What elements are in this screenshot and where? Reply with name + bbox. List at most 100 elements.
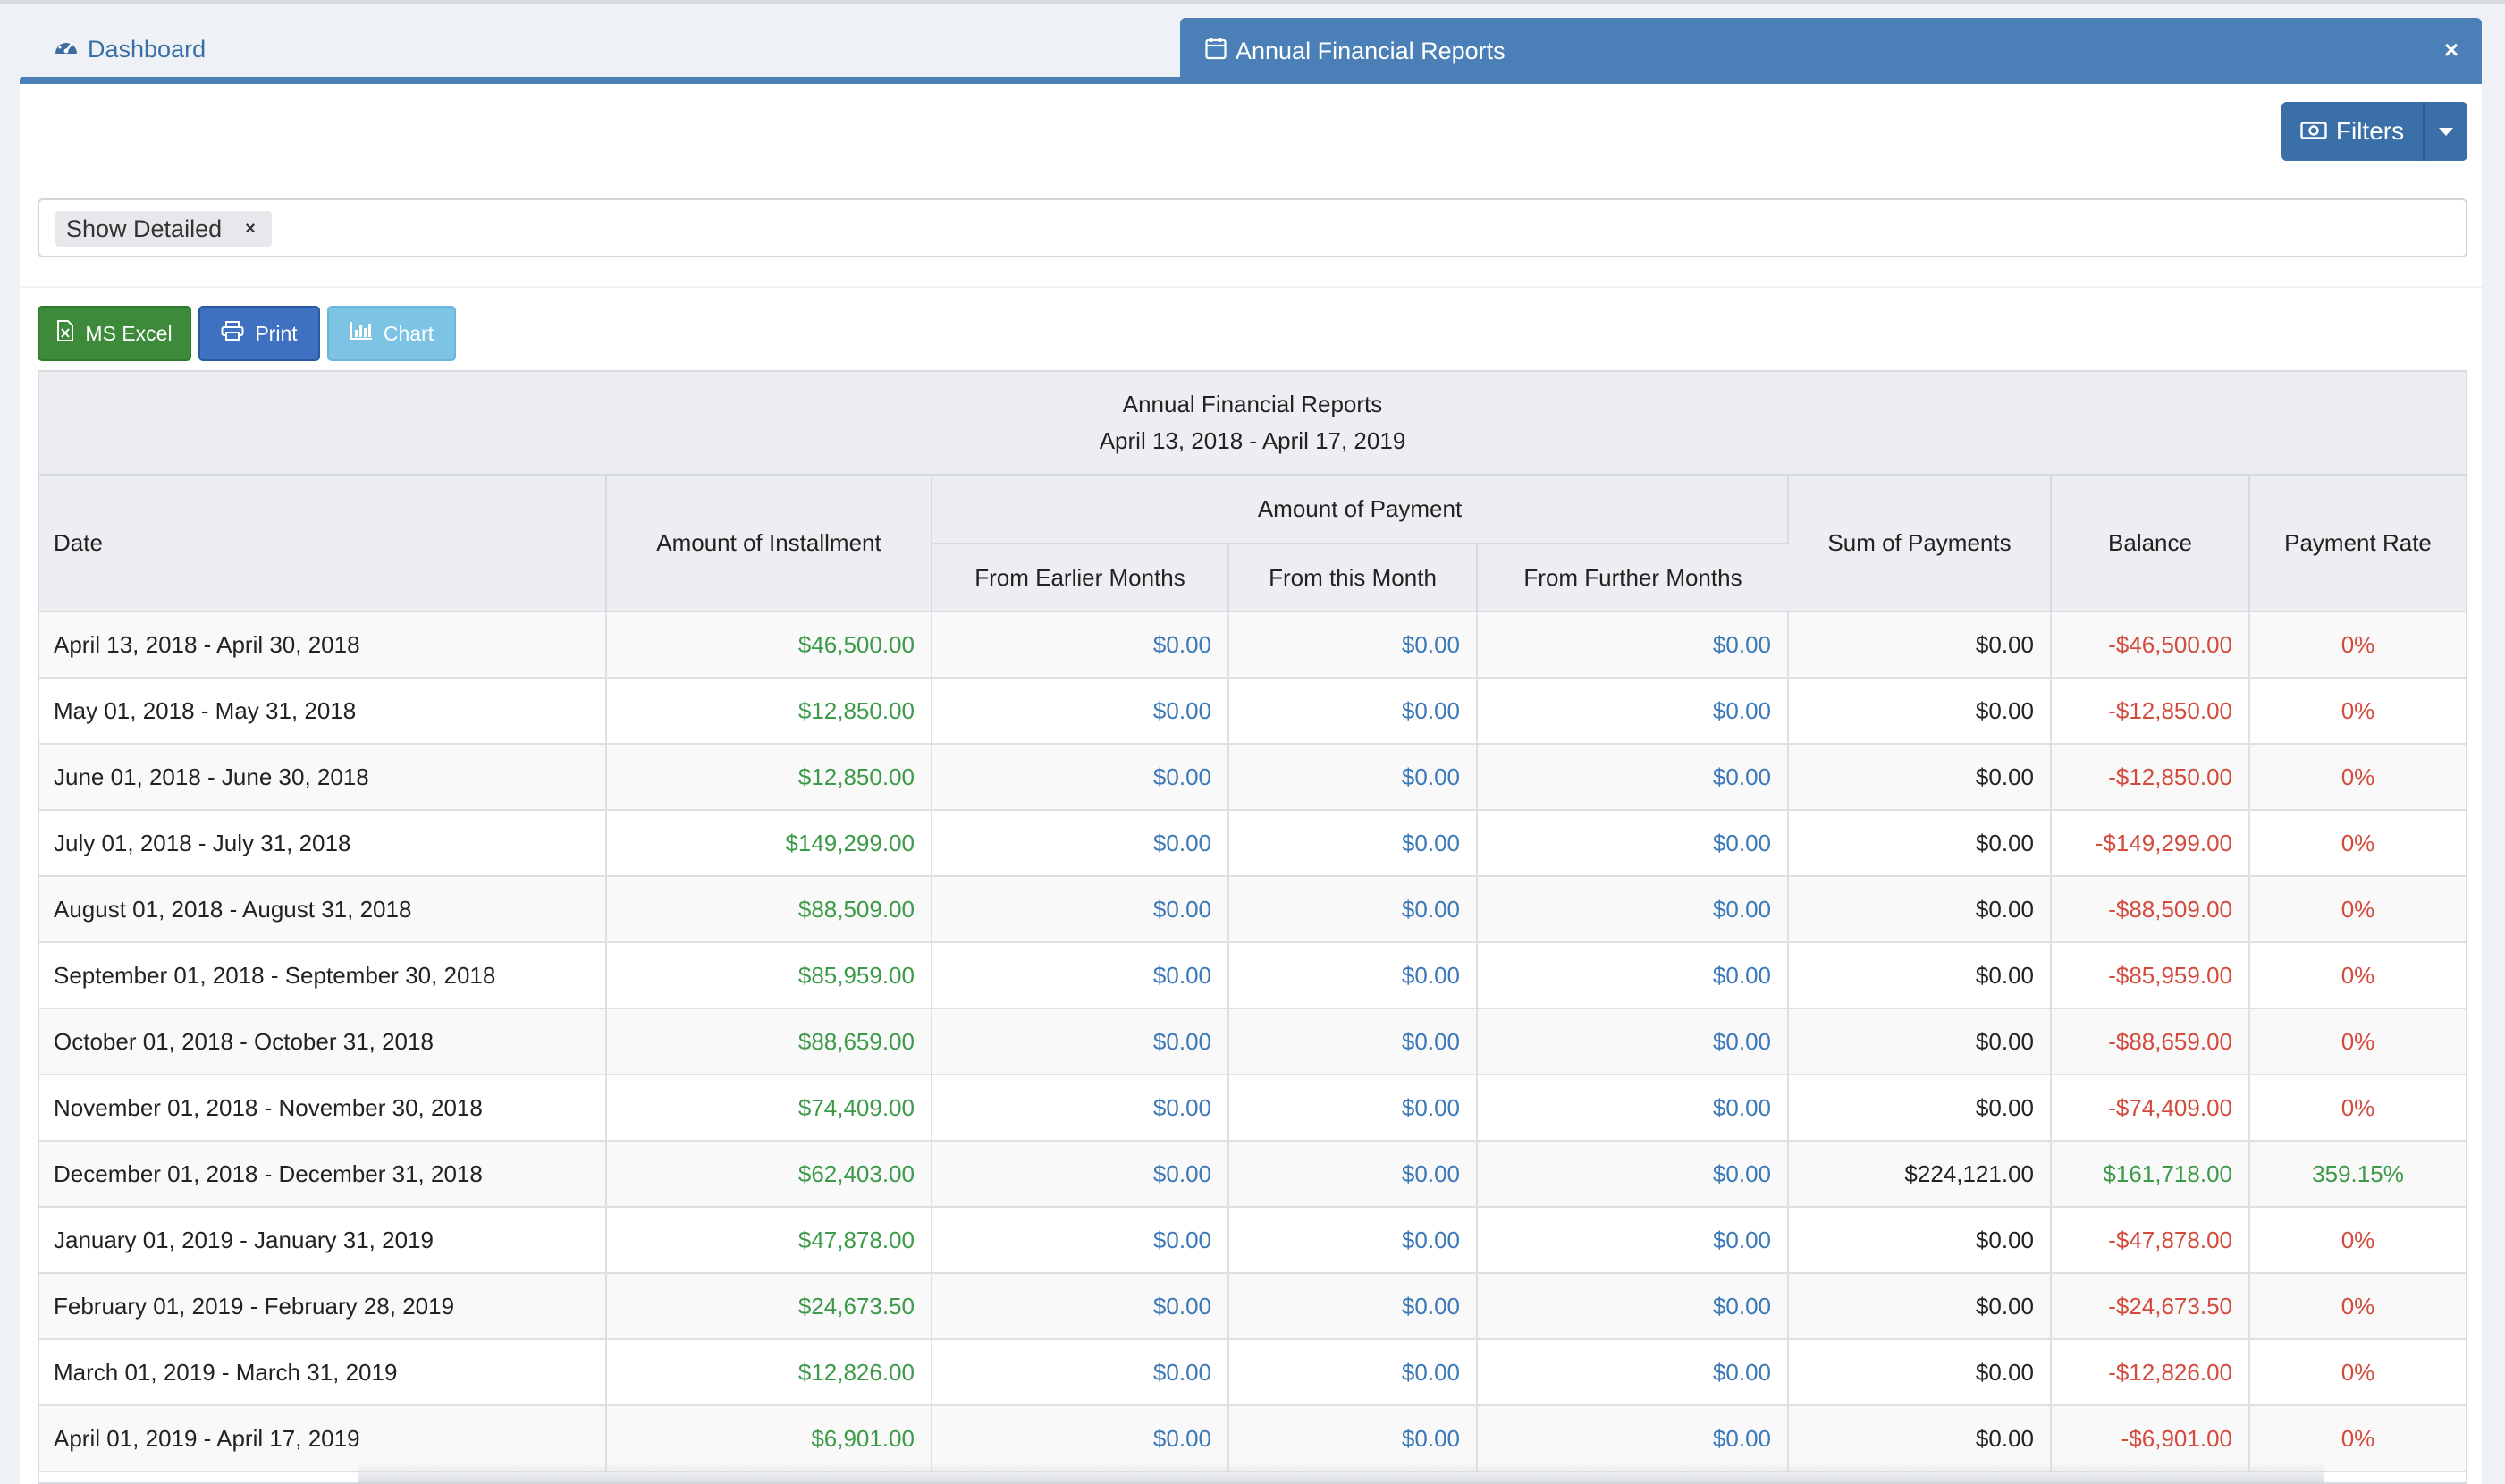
- tab-annual-financial-reports[interactable]: Annual Financial Reports ×: [1180, 18, 2482, 84]
- scroll-shadow: [358, 1463, 2324, 1484]
- report-panel: Filters Show Detailed × MS Exce: [20, 84, 2482, 1484]
- cell-from-earlier-months: $0.00: [932, 942, 1229, 1009]
- table-row: September 01, 2018 - September 30, 2018 $…: [39, 942, 2466, 1009]
- cell-payment-rate: 0%: [2249, 942, 2466, 1009]
- chart-label: Chart: [383, 321, 434, 345]
- cell-from-this-month: $0.00: [1228, 876, 1478, 943]
- cell-sum-of-payments: $224,121.00: [1788, 1141, 2052, 1208]
- filters-button[interactable]: Filters: [2281, 102, 2423, 161]
- ms-excel-button[interactable]: MS Excel: [38, 306, 191, 361]
- report-title: Annual Financial Reports: [1122, 391, 1383, 417]
- cell-installment: $85,959.00: [606, 942, 932, 1009]
- ms-excel-label: MS Excel: [85, 321, 173, 345]
- cell-from-earlier-months: $0.00: [932, 678, 1229, 745]
- cell-from-earlier-months: $0.00: [932, 1207, 1229, 1274]
- cell-balance: -$12,850.00: [2051, 678, 2250, 745]
- report-period: April 13, 2018 - April 17, 2019: [1099, 427, 1406, 454]
- col-header-from-this-month[interactable]: From this Month: [1228, 544, 1478, 612]
- cell-sum-of-payments: $0.00: [1788, 1075, 2052, 1142]
- cell-from-earlier-months: $0.00: [932, 611, 1229, 679]
- cell-date: September 01, 2018 - September 30, 2018: [39, 942, 607, 1009]
- cell-from-further-months: $0.00: [1477, 744, 1789, 811]
- filters-button-label: Filters: [2335, 117, 2405, 145]
- cell-balance: -$6,901.00: [2051, 1405, 2250, 1472]
- chart-button[interactable]: Chart: [327, 306, 456, 361]
- cell-sum-of-payments: $0.00: [1788, 1405, 2052, 1472]
- cell-payment-rate: 0%: [2249, 810, 2466, 877]
- cell-sum-of-payments: $0.00: [1788, 611, 2052, 679]
- cell-from-further-months: $0.00: [1477, 1008, 1789, 1075]
- cell-from-further-months: $0.00: [1477, 1141, 1789, 1208]
- cell-date: April 01, 2019 - April 17, 2019: [39, 1405, 607, 1472]
- col-header-installment[interactable]: Amount of Installment: [606, 476, 932, 612]
- col-header-balance[interactable]: Balance: [2051, 476, 2250, 612]
- caret-down-icon: [2439, 127, 2453, 136]
- cell-from-earlier-months: $0.00: [932, 1075, 1229, 1142]
- cell-from-further-months: $0.00: [1477, 678, 1789, 745]
- cell-from-earlier-months: $0.00: [932, 1141, 1229, 1208]
- cell-installment: $88,509.00: [606, 876, 932, 943]
- cell-installment: $12,850.00: [606, 744, 932, 811]
- print-label: Print: [255, 321, 298, 345]
- cell-from-further-months: $0.00: [1477, 1405, 1789, 1472]
- cell-sum-of-payments: $0.00: [1788, 1207, 2052, 1274]
- top-shadow: [0, 0, 2505, 4]
- table-row: December 01, 2018 - December 31, 2018 $62…: [39, 1141, 2466, 1208]
- cell-balance: -$88,659.00: [2051, 1008, 2250, 1075]
- cell-from-this-month: $0.00: [1228, 1207, 1478, 1274]
- cell-from-further-months: $0.00: [1477, 611, 1789, 679]
- col-header-from-earlier-months[interactable]: From Earlier Months: [932, 544, 1229, 612]
- col-header-payment-rate[interactable]: Payment Rate: [2249, 476, 2466, 612]
- cell-balance: -$12,826.00: [2051, 1339, 2250, 1406]
- cell-date: April 13, 2018 - April 30, 2018: [39, 611, 607, 679]
- cell-from-further-months: $0.00: [1477, 1075, 1789, 1142]
- col-header-amount-of-payment: Amount of Payment: [932, 476, 1789, 544]
- cell-from-earlier-months: $0.00: [932, 1405, 1229, 1472]
- cell-date: October 01, 2018 - October 31, 2018: [39, 1008, 607, 1075]
- cell-from-earlier-months: $0.00: [932, 876, 1229, 943]
- cell-sum-of-payments: $0.00: [1788, 1339, 2052, 1406]
- cell-balance: -$24,673.50: [2051, 1273, 2250, 1340]
- cell-payment-rate: 0%: [2249, 1008, 2466, 1075]
- filters-dropdown-toggle[interactable]: [2423, 102, 2467, 161]
- cell-installment: $24,673.50: [606, 1273, 932, 1340]
- col-header-from-further-months[interactable]: From Further Months: [1477, 544, 1788, 612]
- filter-chip-label: Show Detailed: [66, 215, 223, 242]
- cell-payment-rate: 0%: [2249, 678, 2466, 745]
- chip-remove-icon[interactable]: ×: [245, 218, 256, 239]
- cell-from-further-months: $0.00: [1477, 1207, 1789, 1274]
- cell-from-this-month: $0.00: [1228, 942, 1478, 1009]
- cell-installment: $6,901.00: [606, 1405, 932, 1472]
- col-header-sum-of-payments[interactable]: Sum of Payments: [1788, 476, 2052, 612]
- cell-installment: $88,659.00: [606, 1008, 932, 1075]
- calendar-icon: [1205, 37, 1227, 66]
- tab-dashboard[interactable]: Dashboard: [54, 32, 206, 66]
- cell-date: January 01, 2019 - January 31, 2019: [39, 1207, 607, 1274]
- cell-from-earlier-months: $0.00: [932, 810, 1229, 877]
- close-icon[interactable]: ×: [2443, 36, 2459, 63]
- active-filters-input[interactable]: Show Detailed ×: [38, 198, 2467, 257]
- cell-from-this-month: $0.00: [1228, 611, 1478, 679]
- tab-underline: [20, 77, 2482, 84]
- report-title-block: Annual Financial Reports April 13, 2018 …: [39, 372, 2466, 476]
- cell-date: November 01, 2018 - November 30, 2018: [39, 1075, 607, 1142]
- cell-sum-of-payments: $0.00: [1788, 810, 2052, 877]
- cell-date: March 01, 2019 - March 31, 2019: [39, 1339, 607, 1406]
- cell-sum-of-payments: $0.00: [1788, 744, 2052, 811]
- panel-divider: [20, 286, 2482, 288]
- col-header-date[interactable]: Date: [39, 476, 607, 612]
- table-row: April 13, 2018 - April 30, 2018 $46,500.0…: [39, 611, 2466, 679]
- cell-balance: -$12,850.00: [2051, 744, 2250, 811]
- print-button[interactable]: Print: [198, 306, 320, 361]
- table-row: March 01, 2019 - March 31, 2019 $12,826.0…: [39, 1339, 2466, 1406]
- cell-balance: -$85,959.00: [2051, 942, 2250, 1009]
- cell-from-earlier-months: $0.00: [932, 1273, 1229, 1340]
- report-table-container: Annual Financial Reports April 13, 2018 …: [38, 370, 2467, 1484]
- cell-sum-of-payments: $0.00: [1788, 1008, 2052, 1075]
- cell-from-this-month: $0.00: [1228, 1273, 1478, 1340]
- export-toolbar: MS Excel Print: [38, 306, 456, 361]
- cell-payment-rate: 359.15%: [2249, 1141, 2466, 1208]
- cell-payment-rate: 0%: [2249, 611, 2466, 679]
- cell-from-further-months: $0.00: [1477, 942, 1789, 1009]
